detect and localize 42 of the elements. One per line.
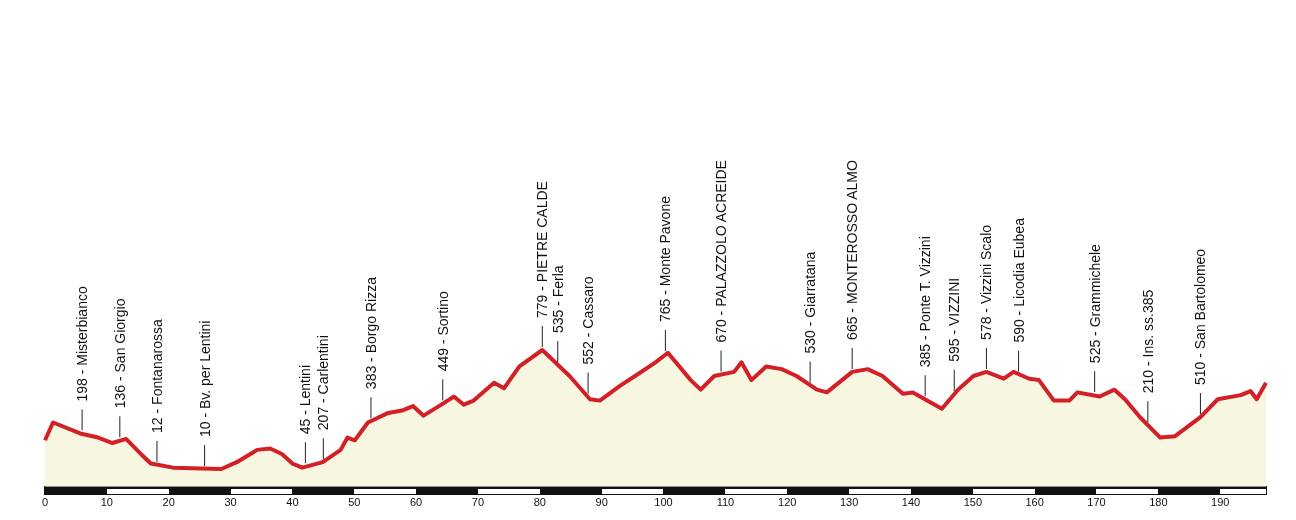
x-tick-label: 30	[224, 496, 237, 509]
annotation: 530 - Giarratana	[802, 251, 819, 354]
annotation: 385 - Ponte T. Vizzini	[917, 236, 934, 368]
annotation: 525 - Grammichele	[1086, 243, 1103, 364]
x-tick-label: 70	[471, 496, 485, 509]
x-tick-label: 120	[778, 496, 797, 509]
x-tick-label: 180	[1149, 496, 1168, 509]
annotation: 449 - Sortino	[434, 290, 451, 372]
x-tick-label: 20	[162, 496, 175, 509]
annotation: 578 - Vizzini Scalo	[978, 224, 995, 340]
x-tick-label: 130	[839, 496, 859, 509]
annotation: 45 - Lentini	[297, 365, 314, 435]
x-tick-label: 40	[286, 496, 299, 509]
annotation: 590 - Licodia Eubea	[1010, 217, 1027, 343]
x-tick-label: 110	[716, 496, 735, 509]
annotation: 210 - Ins. ss.385	[1139, 289, 1156, 394]
annotation: 207 - Carlentini	[315, 335, 332, 431]
annotation: 136 - San Giorgio	[111, 298, 128, 409]
annotation: 665 - MONTEROSSO ALMO	[844, 160, 861, 340]
x-tick-label: 0	[41, 496, 49, 509]
annotation: 198 - Misterbianco	[74, 286, 91, 402]
x-tick-label: 140	[901, 496, 921, 509]
annotation: 779 - PIETRE CALDE	[534, 181, 551, 318]
x-tick-label: 100	[654, 496, 673, 509]
annotation: 535 - Ferla	[549, 265, 566, 334]
annotation: 595 - VIZZINI	[946, 277, 963, 362]
annotation: 552 - Cassaro	[580, 276, 597, 365]
annotation: 10 - Bv. per Lentini	[196, 320, 213, 438]
x-tick-label: 150	[963, 496, 982, 509]
annotation: 670 - PALAZZOLO ACREIDE	[713, 160, 730, 343]
annotation: 510 - San Bartolomeo	[1192, 248, 1209, 386]
x-tick-label: 90	[595, 496, 608, 509]
annotation: 383 - Borgo Rizza	[362, 276, 379, 390]
annotation: 765 - Monte Pavone	[657, 195, 674, 323]
x-tick-label: 80	[533, 496, 546, 509]
x-tick-label: 60	[410, 496, 423, 509]
x-tick-label: 170	[1087, 496, 1106, 509]
x-tick-label: 10	[100, 496, 113, 509]
x-tick-label: 160	[1025, 496, 1044, 509]
x-tick-label: 50	[348, 496, 361, 509]
annotation: 12 - Fontanarossa	[148, 319, 165, 433]
x-tick-label: 190	[1211, 496, 1230, 509]
